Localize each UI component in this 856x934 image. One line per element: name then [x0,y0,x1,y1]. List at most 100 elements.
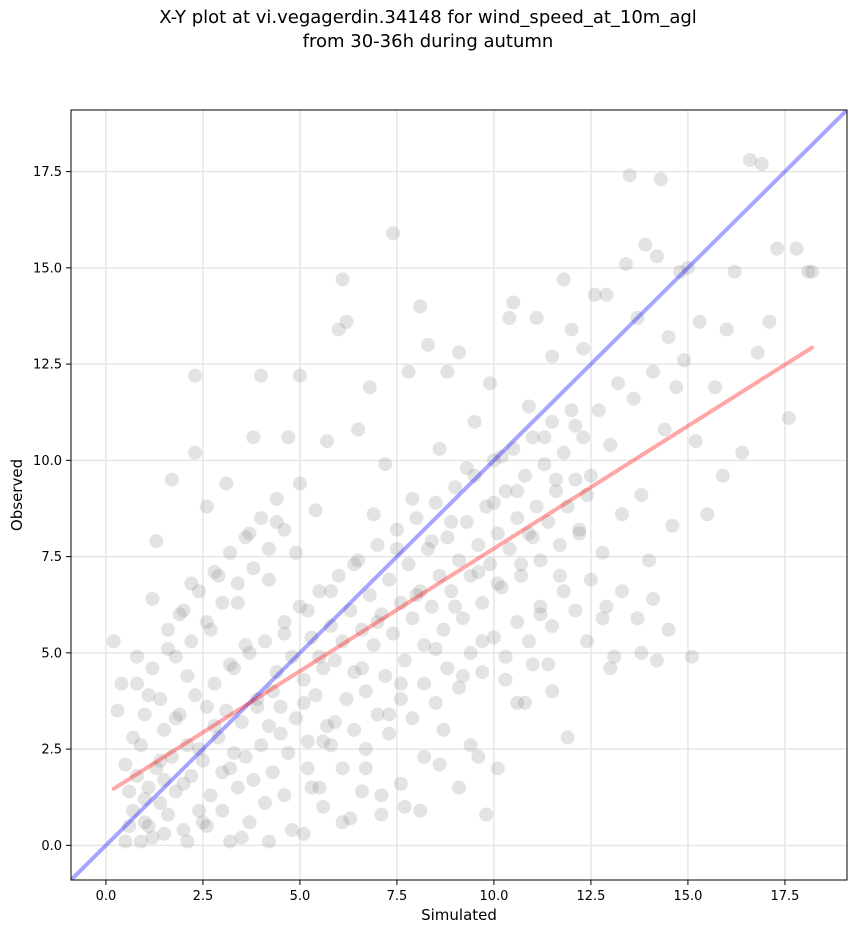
scatter-point [560,499,575,514]
scatter-point [568,603,583,618]
scatter-point [727,264,742,279]
scatter-point [533,607,548,622]
scatter-point [168,649,183,664]
scatter-point [719,322,734,337]
y-axis: 0.0 2.5 5.0 7.5 10.0 12.5 15.0 17.5 [33,165,71,854]
scatter-point [626,391,641,406]
scatter-point [215,803,230,818]
scatter-point [432,441,447,456]
scatter-point [467,414,482,429]
scatter-point [479,807,494,822]
scatter-point [126,730,141,745]
scatter-point [358,742,373,757]
scatter-point [184,769,199,784]
scatter-point [463,568,478,583]
scatter-point [335,761,350,776]
scatter-point [192,584,207,599]
scatter-point [801,264,816,279]
scatter-point [137,815,152,830]
scatter-point [188,368,203,383]
scatter-point [444,584,459,599]
scatter-point [502,310,517,325]
scatter-point [331,322,346,337]
scatter-point [254,368,269,383]
scatter-point [646,364,660,379]
scatter-point [234,830,249,845]
scatter-point [700,507,715,522]
scatter-point [308,688,323,703]
scatter-point [591,403,606,418]
scatter-point [638,237,653,252]
scatter-point [343,603,358,618]
scatter-point [661,622,676,637]
scatter-point [285,822,300,837]
scatter-point [296,826,311,841]
scatter-point [289,711,304,726]
scatter-point [308,503,323,518]
scatter-point [246,772,261,787]
x-tick-label: 0.0 [96,889,117,904]
y-tick-label: 10.0 [33,454,62,469]
scatter-point [207,719,222,733]
x-axis: 0.0 2.5 5.0 7.5 10.0 12.5 15.0 17.5 [96,880,799,904]
x-tick-label: 17.5 [770,889,799,904]
scatter-point [211,568,226,583]
x-tick-label: 12.5 [576,889,605,904]
scatter-point [180,738,195,753]
scatter-point [312,780,327,795]
scatter-point [157,722,172,737]
scatter-point [529,499,544,514]
scatter-point [122,784,137,799]
scatter-point [215,595,230,610]
scatter-point [285,649,300,664]
scatter-point [230,595,245,610]
scatter-point [541,657,556,672]
scatter-point [389,541,404,556]
scatter-point [630,310,645,325]
scatter-point [708,380,723,395]
scatter-point [129,649,144,664]
scatter-point [537,430,552,445]
scatter-point [506,295,521,310]
scatter-point [463,738,478,753]
scatter-point [688,434,703,449]
scatter-point [580,488,595,502]
scatter-point [618,257,633,271]
scatter-point [161,622,175,637]
scatter-point [164,749,179,764]
scatter-point [292,368,307,383]
scatter-point [680,260,695,275]
scatter-point [552,568,567,583]
scatter-point [657,422,672,437]
scatter-point [409,588,424,603]
scatter-point [405,491,420,506]
scatter-point [199,499,214,514]
scatter-point [258,634,272,649]
scatter-point [226,745,241,760]
scatter-point [323,738,338,753]
scatter-point [362,588,377,603]
scatter-point [180,834,195,849]
scatter-point [521,399,536,414]
y-tick-label: 15.0 [33,261,62,276]
scatter-point [335,815,350,830]
scatter-point [448,599,463,614]
scatter-point [277,615,292,630]
scatter-point [393,776,408,791]
scatter-point [304,780,319,795]
scatter-point [161,807,175,822]
scatter-point [455,611,470,626]
scatter-point [382,572,397,587]
scatter-point [230,576,245,591]
scatter-point [149,534,164,549]
scatter-point [564,322,579,337]
scatter-point [386,226,401,241]
scatter-point [339,692,354,707]
scatter-point [382,726,397,741]
scatter-point [599,599,614,614]
scatter-point [273,699,288,714]
scatter-point [335,634,350,649]
scatter-point [583,572,598,587]
scatter-point [343,811,358,826]
scatter-point [393,595,408,610]
